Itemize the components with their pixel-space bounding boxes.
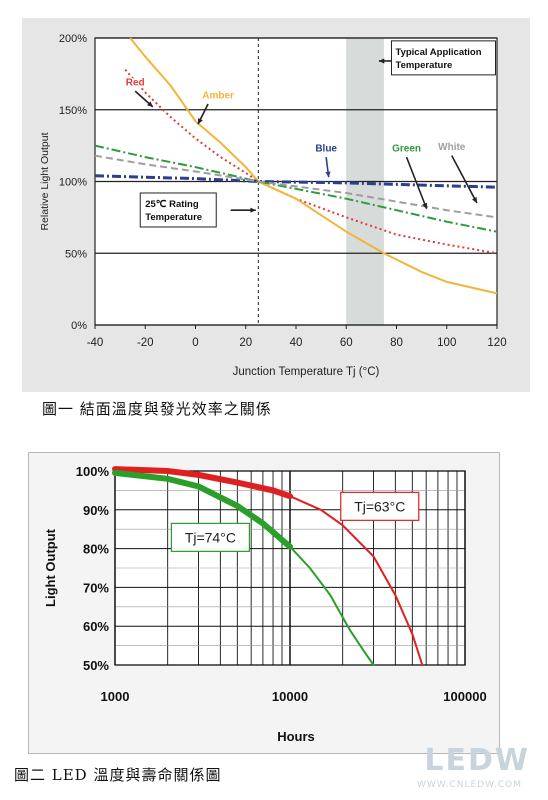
y-tick-label: 100% [76,464,110,479]
series-label-green: Green [392,143,421,154]
x-tick-label: 40 [290,337,303,349]
x-tick-label: 10000 [272,689,308,704]
series-label-red: Red [126,77,145,88]
rating-temperature-text-2: Temperature [145,212,202,223]
y-tick-label: 0% [71,320,87,332]
blue-label-arrow-head [325,171,331,178]
series-label-blue: Blue [315,143,337,154]
typical-application-box [390,40,496,76]
white-label-arrow-head [472,197,477,204]
x-tick-label: -40 [87,337,104,349]
x-tick-label: -20 [137,337,154,349]
x-tick-label: 100 [437,337,456,349]
plot-border-1 [94,37,498,326]
chart-2-panel: 100% 90% 80% 70% 60% 50% 1000 10000 100000 Tj=63°… [28,452,500,754]
series-band-tj74 [112,469,293,550]
series-line-red [124,68,498,255]
green-label-arrow-head [422,202,428,209]
watermark-url: WWW.CNLEDW.COM [416,780,522,790]
series-band-tj63 [112,466,293,500]
x-axis-title-1: Junction Temperature Tj (°C) [233,366,380,378]
y-tick-label: 70% [83,580,109,595]
y-tick-label: 80% [83,542,109,557]
y-tick-label: 50% [65,248,87,260]
y-tick-label: 90% [83,503,109,518]
x-tick-label: 80 [390,337,403,349]
x-tick-label: 20 [239,337,252,349]
rating-temperature-box [139,192,217,228]
typical-application-arrow-head [378,58,385,64]
red-label-arrow-head [147,101,153,107]
tj74-label-box [170,522,250,552]
y-tick-label: 100% [59,177,87,189]
plot-border-2 [114,470,466,666]
series-label-white: White [438,142,466,153]
typical-application-text-1: Typical Application [395,47,481,58]
y-axis-title-2: Light Output [43,528,58,607]
x-tick-label: 0 [192,337,198,349]
tj63-label-box [340,491,420,521]
y-tick-label: 60% [83,619,109,634]
typical-application-callout: Typical Application Temperature [390,40,496,76]
y-tick-label: 200% [59,33,87,45]
series-label-amber: Amber [202,90,234,101]
figure-2-caption: 圖二 LED 溫度與壽命關係圖 [14,766,222,784]
x-tick-label: 100000 [443,689,486,704]
typical-application-text-2: Temperature [395,60,452,71]
x-tick-label: 120 [487,337,506,349]
y-axis-title-1: Relative Light Output [39,132,51,230]
green-label-arrow [405,156,428,210]
series-line-white [94,154,498,219]
x-tick-label: 1000 [101,689,130,704]
chart-2-svg: 100% 90% 80% 70% 60% 50% 1000 10000 100000 Tj=63°… [43,464,487,744]
watermark-logo: LEDW [424,743,530,778]
tj74-label: Tj=74°C [185,529,236,545]
white-label-arrow [451,155,478,204]
y-tick-label: 50% [83,658,109,673]
figure-1-caption: 圖一 結面溫度與發光效率之關係 [42,400,272,418]
y-tick-label: 150% [59,105,87,117]
chart-1-panel: 0% 50% 100% 150% 200% -40 -20 0 20 40 60 80 100 120 Re… [22,18,530,392]
series-line-blue [94,174,498,189]
rating-temperature-text-1: 25℃ Rating [145,199,199,210]
amber-label-arrow-head [198,118,203,125]
chart-1-svg: 0% 50% 100% 150% 200% -40 -20 0 20 40 60 80 100 120 Re… [39,33,507,378]
series-line-green [94,144,498,233]
x-tick-label: 60 [340,337,353,349]
rating-temperature-callout: 25℃ Rating Temperature [139,192,217,228]
x-axis-title-2: Hours [277,729,315,744]
rating-temperature-arrow-head [250,207,256,213]
tj63-label: Tj=63°C [354,498,405,514]
